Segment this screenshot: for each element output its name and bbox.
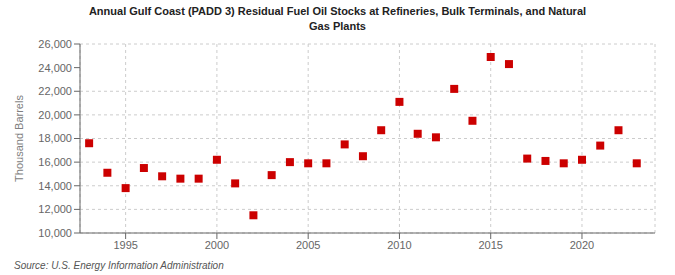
svg-text:2015: 2015 bbox=[478, 239, 502, 251]
svg-text:22,000: 22,000 bbox=[38, 85, 72, 97]
html-text:Gas Plants: Gas Plants bbox=[309, 20, 366, 32]
svg-text:12,000: 12,000 bbox=[38, 203, 72, 215]
svg-text:2020: 2020 bbox=[570, 239, 594, 251]
svg-text:16,000: 16,000 bbox=[38, 156, 72, 168]
svg-text:2000: 2000 bbox=[205, 239, 229, 251]
svg-text:2005: 2005 bbox=[296, 239, 320, 251]
svg-text:Thousand Barrels: Thousand Barrels bbox=[13, 95, 25, 182]
html-text:Source: U.S. Energy Informatio: Source: U.S. Energy Information Administ… bbox=[14, 260, 224, 271]
html-text:Annual Gulf Coast (PADD 3) Res: Annual Gulf Coast (PADD 3) Residual Fuel… bbox=[88, 5, 587, 17]
svg-text:10,000: 10,000 bbox=[38, 227, 72, 239]
svg-text:24,000: 24,000 bbox=[38, 62, 72, 74]
svg-text:26,000: 26,000 bbox=[38, 38, 72, 50]
svg-text:18,000: 18,000 bbox=[38, 132, 72, 144]
svg-text:1995: 1995 bbox=[113, 239, 137, 251]
svg-text:14,000: 14,000 bbox=[38, 180, 72, 192]
svg-text:2010: 2010 bbox=[387, 239, 411, 251]
svg-text:20,000: 20,000 bbox=[38, 109, 72, 121]
